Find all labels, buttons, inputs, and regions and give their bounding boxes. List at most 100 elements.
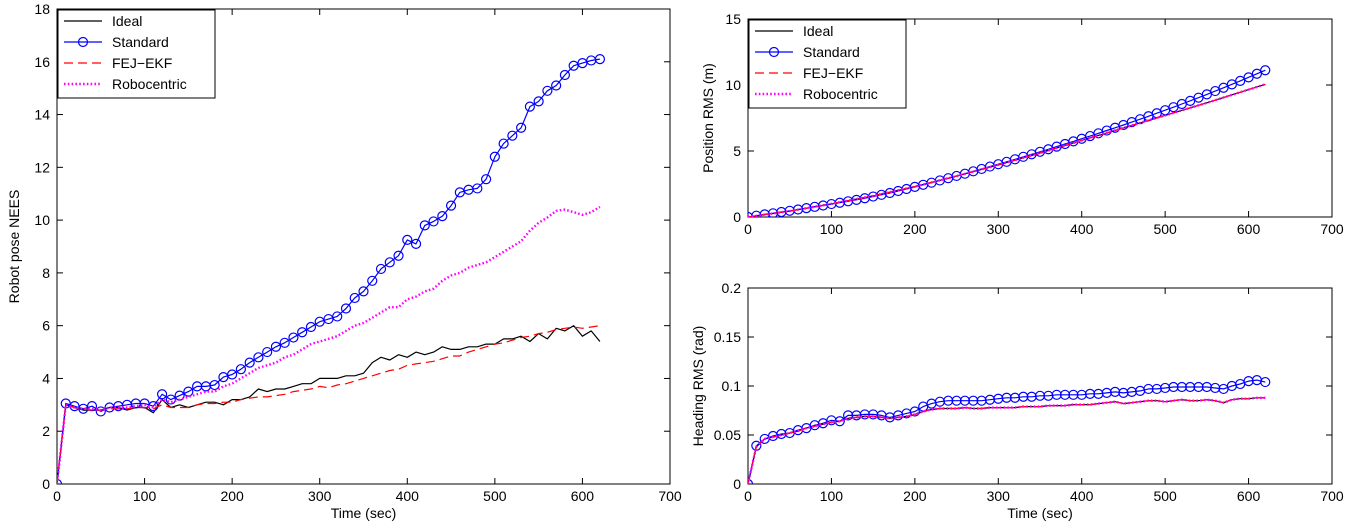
y-tick-label: 10 (725, 77, 741, 93)
data-point (1018, 391, 1029, 402)
data-point (1193, 381, 1204, 393)
legend-label: FEJ−EKF (803, 65, 863, 81)
legend: Ideal Standard FEJ−EKF Robocentric (748, 19, 907, 109)
x-tick-label: 700 (1320, 221, 1344, 237)
legend-label: FEJ−EKF (112, 55, 172, 71)
x-tick-label: 400 (396, 488, 420, 504)
x-tick-label: 0 (744, 488, 752, 504)
data-point (959, 395, 971, 406)
data-point (235, 364, 246, 375)
data-point (559, 69, 571, 81)
y-tick-label: 16 (34, 54, 50, 70)
legend-label: Ideal (803, 23, 833, 39)
y-tick-label: 0.15 (714, 329, 741, 345)
data-point (270, 341, 282, 352)
x-tick-label: 0 (53, 488, 61, 504)
x-tick-label: 200 (903, 488, 927, 504)
data-point (1260, 65, 1271, 76)
data-point (1226, 79, 1237, 90)
data-point (1243, 72, 1254, 83)
nees-chart: 0 100 200 300 400 500 600 700 0 2 4 6 8 10 12 14 16 18 Tim… (6, 1, 682, 521)
series-line-fej-ekf (748, 397, 1266, 484)
data-point (516, 122, 527, 133)
x-tick-label: 600 (1237, 221, 1261, 237)
x-tick-label: 500 (483, 488, 507, 504)
data-point (533, 96, 544, 107)
legend-marker (77, 36, 89, 48)
y-tick-label: 0.1 (722, 378, 742, 394)
x-tick-label: 400 (1070, 488, 1094, 504)
data-point (1218, 82, 1229, 93)
x-tick-label: 100 (820, 488, 844, 504)
data-point (253, 352, 264, 363)
legend-label: Robocentric (803, 86, 878, 102)
data-point (209, 379, 220, 391)
data-point (262, 346, 273, 358)
data-point (340, 303, 352, 314)
heading-rms-chart: 0 100 200 300 400 500 600 700 0 0.05 0.1 0.15 0.2 Tim… (690, 280, 1344, 521)
y-tick-label: 8 (42, 265, 50, 281)
data-point (1260, 376, 1271, 388)
x-tick-label: 200 (220, 488, 244, 504)
data-point (165, 394, 176, 405)
data-point (472, 183, 483, 194)
data-point (384, 257, 395, 268)
data-point (489, 151, 500, 162)
data-point (358, 286, 369, 297)
data-point (524, 101, 535, 112)
legend-label: Ideal (112, 13, 142, 29)
data-point (375, 263, 387, 275)
y-tick-label: 0.05 (714, 427, 741, 443)
data-point (551, 80, 562, 91)
series-line-standard (57, 58, 600, 484)
data-point (393, 250, 404, 261)
data-point (943, 395, 954, 406)
data-point (951, 395, 962, 406)
x-tick-label: 100 (820, 221, 844, 237)
data-point (1084, 388, 1096, 399)
legend-label: Standard (803, 44, 860, 60)
x-tick-label: 300 (308, 488, 332, 504)
data-point (481, 174, 492, 185)
position-rms-chart: 0 100 200 300 400 500 600 700 0 5 10 15 Position RMS… (700, 11, 1344, 237)
y-axis-label: Heading RMS (rad) (690, 326, 706, 447)
y-axis-label: Robot pose NEES (6, 190, 22, 304)
data-point (410, 238, 422, 249)
series-line-robocentric (748, 83, 1266, 217)
data-point (1051, 389, 1062, 400)
x-tick-label: 500 (1153, 221, 1177, 237)
data-point (1251, 68, 1263, 79)
legend-label: Robocentric (112, 76, 187, 92)
data-point (419, 220, 430, 231)
x-tick-label: 500 (1153, 488, 1177, 504)
y-tick-label: 18 (34, 1, 50, 17)
x-tick-label: 700 (1320, 488, 1344, 504)
y-tick-label: 2 (42, 423, 50, 439)
y-tick-label: 12 (34, 159, 50, 175)
data-point (279, 337, 290, 348)
x-tick-label: 600 (571, 488, 595, 504)
legend-label: Standard (112, 34, 169, 50)
y-tick-label: 0 (733, 209, 741, 225)
x-tick-label: 300 (987, 221, 1011, 237)
series-line-robocentric (57, 205, 601, 484)
y-axis-label: Position RMS (m) (700, 63, 716, 173)
series-line-standard (748, 379, 1266, 484)
data-point (402, 234, 413, 246)
y-tick-label: 14 (34, 107, 50, 123)
data-point (542, 85, 553, 96)
y-tick-label: 4 (42, 370, 50, 386)
legend: Ideal Standard FEJ−EKF Robocentric (57, 9, 216, 99)
x-tick-label: 300 (987, 488, 1011, 504)
data-point (244, 357, 255, 368)
x-tick-label: 400 (1070, 221, 1094, 237)
x-tick-label: 700 (658, 488, 682, 504)
x-tick-label: 200 (903, 221, 927, 237)
y-tick-label: 0 (42, 476, 50, 492)
y-tick-label: 0.2 (722, 280, 742, 296)
data-point (332, 311, 343, 322)
y-tick-label: 6 (42, 318, 50, 334)
data-point (1235, 75, 1246, 87)
data-point (1034, 390, 1046, 401)
